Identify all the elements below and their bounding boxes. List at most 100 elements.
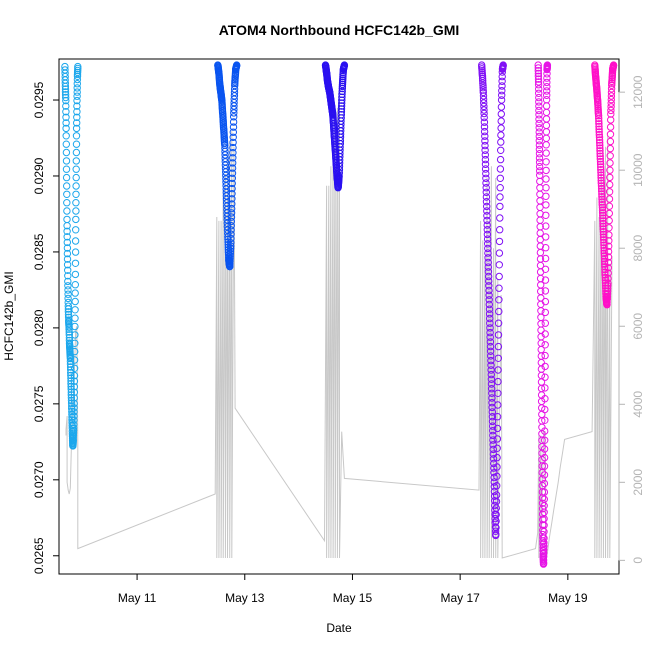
series-flight-3 (321, 61, 349, 192)
data-point (543, 83, 551, 91)
data-point (487, 375, 496, 383)
data-point (70, 399, 78, 408)
y2-tick-label: 6000 (631, 313, 645, 340)
data-point (597, 166, 605, 174)
altitude-layer (65, 99, 613, 559)
data-point (606, 137, 615, 146)
data-point (601, 263, 609, 271)
data-point (495, 261, 503, 269)
data-point (229, 159, 237, 167)
data-point (497, 96, 506, 104)
data-point (541, 254, 550, 263)
data-point (62, 173, 71, 182)
data-point (497, 110, 505, 118)
data-point (597, 174, 605, 182)
data-point (534, 64, 542, 72)
data-point (542, 96, 551, 104)
data-point (70, 404, 78, 412)
data-point (599, 230, 608, 239)
data-point (73, 102, 81, 110)
data-point (498, 82, 506, 90)
data-point (63, 227, 71, 236)
data-point (598, 195, 606, 204)
data-point (605, 231, 613, 239)
data-point (600, 252, 609, 260)
data-point (542, 244, 550, 252)
data-point (604, 274, 612, 283)
data-point (494, 342, 503, 351)
y2-tick-label: 10000 (631, 153, 645, 187)
data-point (479, 86, 487, 94)
data-point (497, 131, 505, 139)
y2-tick-label: 12000 (631, 75, 645, 109)
data-point (70, 383, 79, 391)
x-axis: May 11 May 13 May 15 May 17 May 19 (118, 573, 588, 605)
data-point (485, 296, 493, 304)
data-point (541, 308, 549, 317)
data-point (541, 265, 550, 273)
data-point (64, 294, 72, 303)
data-point (496, 165, 505, 173)
data-point (486, 338, 495, 346)
data-point (495, 296, 503, 304)
data-point (227, 230, 235, 238)
data-point (485, 300, 493, 309)
data-point (484, 254, 492, 262)
data-point (543, 61, 552, 69)
data-point (535, 98, 543, 106)
data-point (603, 290, 612, 298)
data-point (227, 226, 235, 234)
data-point (535, 106, 543, 115)
data-point (485, 286, 493, 295)
data-point (596, 139, 604, 147)
data-point (486, 333, 494, 341)
data-point (496, 174, 504, 183)
data-point (62, 108, 70, 116)
data-point (535, 115, 543, 123)
data-point (495, 272, 503, 281)
data-point (486, 324, 494, 332)
data-point (607, 110, 615, 118)
data-point (598, 198, 606, 206)
data-point (541, 351, 549, 360)
data-point (72, 207, 80, 215)
data-point (480, 99, 488, 107)
data-point (64, 266, 72, 274)
data-point (481, 141, 489, 150)
data-point (229, 123, 238, 131)
data-point (494, 377, 502, 386)
data-point (535, 93, 543, 102)
data-point (484, 268, 493, 276)
y-tick-label: 0.0265 (32, 537, 46, 574)
data-point (607, 92, 616, 100)
data-point (606, 166, 614, 174)
data-point (72, 199, 80, 207)
data-point (484, 263, 492, 271)
data-point (482, 188, 490, 197)
data-point (65, 325, 73, 333)
data-point (62, 119, 70, 127)
y2-axis: 0 2000 4000 6000 8000 10000 12000 (618, 75, 645, 564)
data-point (535, 119, 543, 128)
data-point (71, 314, 79, 322)
data-point (596, 160, 605, 169)
y2-tick-label: 2000 (631, 469, 645, 496)
data-point (539, 559, 548, 568)
data-point (483, 212, 491, 220)
data-point (488, 394, 496, 402)
data-point (535, 102, 543, 110)
data-point (481, 132, 489, 140)
data-point (73, 88, 81, 96)
data-point (540, 471, 549, 479)
data-point (63, 233, 71, 241)
data-point (541, 384, 549, 392)
data-point (227, 213, 236, 221)
data-point (221, 151, 229, 159)
data-point (498, 72, 506, 81)
data-point (603, 295, 611, 303)
data-point (74, 64, 82, 73)
data-point (494, 389, 502, 397)
data-point (228, 204, 236, 213)
data-point (70, 377, 79, 385)
